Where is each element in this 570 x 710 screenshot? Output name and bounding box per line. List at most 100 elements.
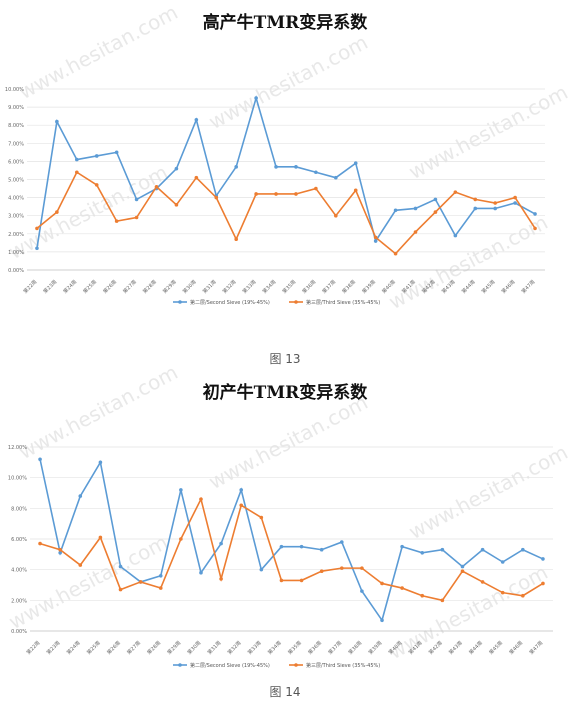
data-point	[453, 233, 458, 238]
data-point	[513, 195, 517, 200]
x-tick-label: 第30周	[186, 639, 203, 656]
x-tick-label: 第36周	[301, 278, 318, 295]
x-tick-label: 第22周	[22, 278, 39, 295]
data-point	[194, 117, 199, 122]
x-tick-label: 第29周	[161, 278, 178, 295]
data-point	[521, 547, 525, 552]
x-tick-label: 第45周	[480, 278, 497, 295]
data-point	[533, 212, 537, 216]
data-point	[259, 515, 264, 520]
data-point	[453, 190, 458, 194]
y-tick-label: 2.00%	[8, 232, 24, 238]
x-tick-label: 第35周	[286, 639, 303, 656]
x-tick-label: 第47周	[528, 639, 545, 656]
data-point	[138, 580, 143, 584]
series-line-1	[39, 459, 544, 623]
data-point	[353, 161, 358, 166]
data-point	[299, 578, 304, 583]
data-point	[55, 119, 59, 124]
series-line-2	[39, 496, 544, 602]
data-point	[78, 494, 83, 498]
x-tick-label: 第23周	[42, 278, 59, 295]
data-point	[174, 166, 179, 171]
data-point	[179, 537, 183, 541]
chart-title: 高产牛TMR变异系数	[203, 12, 369, 33]
x-tick-label: 第25周	[82, 278, 99, 295]
data-point	[433, 197, 438, 202]
y-tick-label: 2.00%	[11, 598, 27, 604]
data-point	[420, 593, 425, 598]
x-tick-label: 第27周	[121, 278, 138, 295]
data-point	[493, 201, 497, 205]
data-point	[214, 195, 219, 200]
x-tick-label: 第42周	[427, 639, 444, 656]
data-point	[413, 230, 418, 234]
data-point	[114, 150, 119, 155]
y-tick-label: 6.00%	[11, 537, 27, 543]
x-tick-label: 第22周	[25, 639, 42, 656]
data-point	[118, 587, 123, 592]
legend-label: 第三层/Third Sieve (35%-45%)	[306, 662, 380, 669]
legend-marker	[178, 663, 182, 667]
data-point	[353, 188, 358, 193]
data-point	[234, 237, 238, 242]
data-point	[134, 215, 139, 220]
data-point	[513, 201, 517, 205]
data-point	[314, 170, 318, 175]
figure-caption-14: 图 14	[269, 685, 301, 699]
data-point	[500, 560, 505, 564]
y-tick-label: 10.00%	[8, 476, 27, 482]
data-point	[239, 503, 244, 508]
data-point	[274, 192, 278, 196]
data-point	[400, 544, 404, 549]
line-chart-first-calf: 初产牛TMR变异系数 0.00% 2.00% 4.00% 6.00% 8.00% 10.00…	[8, 382, 553, 669]
data-point	[373, 239, 378, 243]
x-tick-label: 第28周	[141, 278, 158, 295]
data-point	[393, 208, 398, 213]
x-tick-label: 第39周	[367, 639, 384, 656]
data-point	[239, 488, 244, 492]
x-tick-label: 第26周	[102, 278, 119, 295]
data-point	[400, 586, 404, 590]
data-point	[114, 219, 119, 223]
y-tick-label: 6.00%	[8, 159, 24, 165]
x-tick-label: 第32周	[221, 278, 238, 295]
data-point	[521, 593, 525, 598]
x-tick-label: 第43周	[447, 639, 464, 656]
x-tick-label: 第24周	[65, 639, 82, 656]
x-tick-label: 第41周	[407, 639, 424, 656]
legend-marker	[294, 663, 298, 667]
data-point	[314, 186, 318, 191]
data-point	[319, 547, 324, 552]
data-point	[154, 184, 159, 189]
y-tick-label: 9.00%	[8, 105, 24, 111]
data-point	[440, 547, 445, 552]
data-point	[334, 175, 338, 180]
data-point	[339, 566, 344, 570]
x-tick-label: 第33周	[246, 639, 263, 656]
x-tick-label: 第37周	[327, 639, 344, 656]
x-tick-label: 第37周	[321, 278, 338, 295]
x-tick-label: 第34周	[261, 278, 278, 295]
data-point	[339, 540, 344, 544]
x-tick-label: 第44周	[460, 278, 477, 295]
x-tick-label: 第40周	[387, 639, 404, 656]
y-tick-label: 8.00%	[8, 123, 24, 129]
data-point	[334, 213, 338, 218]
y-tick-label: 4.00%	[11, 568, 27, 574]
data-point	[179, 488, 183, 492]
series-line-1	[36, 95, 536, 249]
data-point	[75, 157, 79, 162]
data-point	[299, 544, 304, 549]
data-point	[294, 192, 298, 196]
data-point	[360, 566, 364, 570]
data-point	[98, 460, 103, 465]
x-tick-label: 第31周	[201, 278, 218, 295]
data-point	[94, 183, 99, 187]
data-point	[279, 544, 284, 549]
data-point	[75, 170, 79, 175]
data-point	[460, 564, 465, 569]
data-point	[78, 563, 83, 567]
data-point	[38, 541, 42, 546]
data-point	[35, 246, 39, 251]
